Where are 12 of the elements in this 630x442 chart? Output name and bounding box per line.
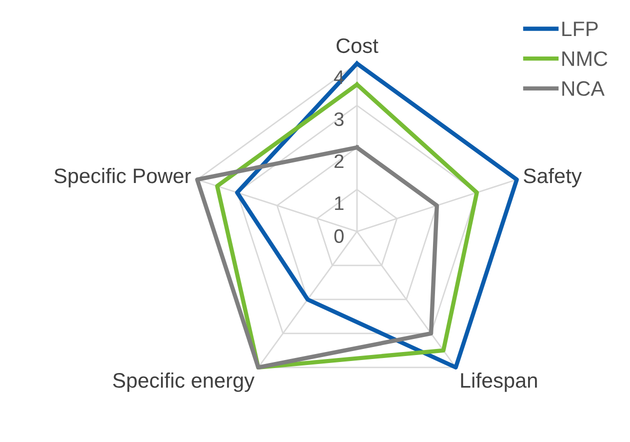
y-tick-label: 0 — [334, 229, 344, 244]
spoke-label: Cost — [336, 38, 378, 54]
spoke-label: Specific Power — [54, 168, 191, 188]
legend-label: NCA — [562, 81, 605, 96]
y-tick-label: 2 — [334, 154, 344, 168]
y-tick-label: 1 — [335, 196, 344, 210]
spoke-label: Specific energy — [113, 372, 255, 392]
spoke-label: Safety — [524, 168, 582, 188]
legend-label: NMC — [562, 51, 608, 66]
y-tick-label: 3 — [334, 112, 344, 126]
legend-label: LFP — [562, 22, 598, 36]
spoke-label: Lifespan — [461, 372, 537, 392]
